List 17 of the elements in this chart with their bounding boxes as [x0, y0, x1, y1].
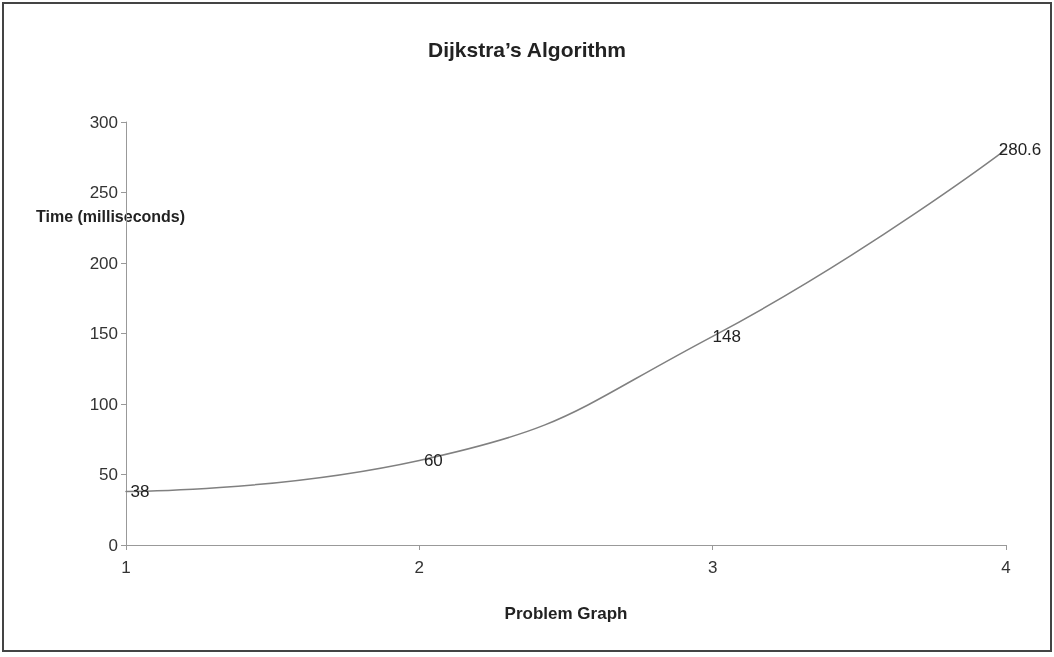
- data-label: 148: [712, 326, 741, 346]
- data-label: 60: [423, 450, 443, 470]
- y-tick-label: 0: [108, 535, 118, 555]
- data-label: 280.6: [998, 139, 1042, 159]
- y-tick-label: 250: [89, 183, 118, 202]
- x-tick-label: 2: [414, 558, 425, 577]
- chart-title: Dijkstra’s Algorithm: [428, 38, 626, 61]
- y-tick-label: 100: [89, 394, 118, 414]
- y-tick-label: 300: [89, 112, 118, 132]
- y-tick-label: 150: [89, 324, 118, 343]
- y-tick-label: 50: [99, 465, 118, 484]
- x-axis-title: Problem Graph: [504, 604, 628, 623]
- y-axis-title: Time (milliseconds): [36, 207, 186, 225]
- x-tick-label: 1: [121, 558, 131, 577]
- x-tick-label: 3: [707, 558, 718, 577]
- x-tick-label: 4: [1001, 558, 1011, 577]
- y-tick-label: 200: [89, 253, 118, 273]
